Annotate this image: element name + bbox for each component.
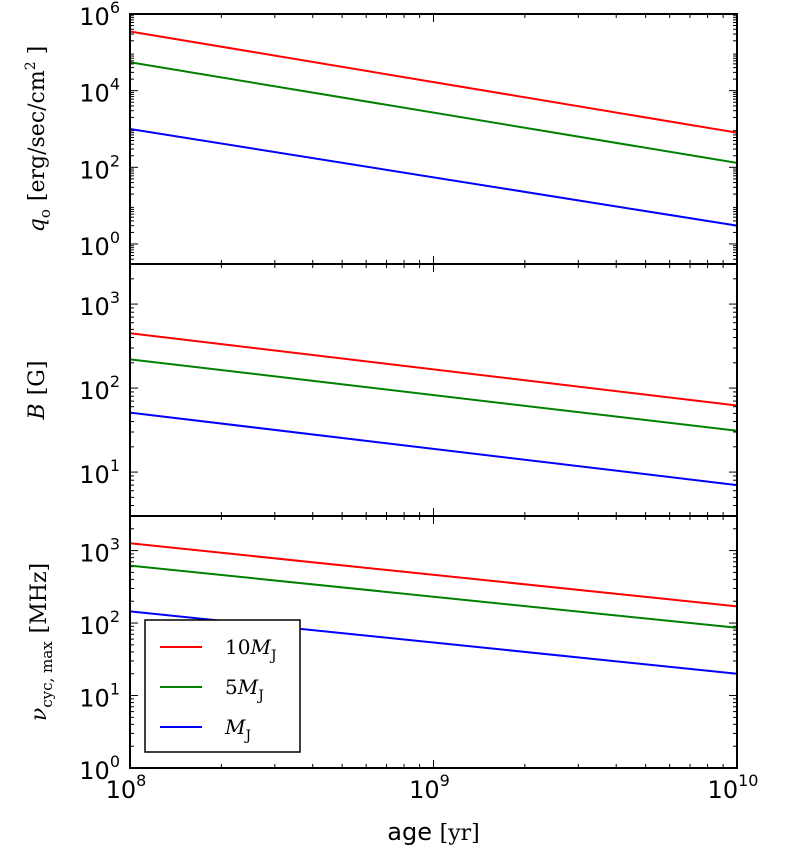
y-tick-label: 106 bbox=[79, 0, 120, 31]
legend-symbol: M bbox=[249, 635, 271, 659]
y-tick-base: 10 bbox=[79, 685, 110, 713]
legend-subscript: J bbox=[256, 688, 264, 704]
panel-frame bbox=[129, 515, 738, 769]
y-axis-label: νcyc, max [MHz] bbox=[27, 563, 56, 721]
y-tick-label: 103 bbox=[79, 535, 120, 568]
legend-subscript: J bbox=[243, 728, 251, 744]
legend-label-5MJ: 5MJ bbox=[225, 675, 264, 704]
y-tick-exponent: 2 bbox=[110, 151, 120, 170]
y-label-symbol: ν bbox=[27, 708, 52, 721]
y-tick-base: 10 bbox=[79, 757, 110, 785]
y-tick-label: 102 bbox=[79, 151, 120, 184]
legend-label-10MJ: 10MJ bbox=[225, 635, 277, 664]
y-tick-label: 100 bbox=[79, 228, 120, 261]
y-axis-label: B [G] bbox=[25, 361, 50, 421]
y-tick-exponent: 2 bbox=[110, 607, 120, 626]
x-tick-exponent: 10 bbox=[738, 771, 758, 790]
y-tick-exponent: 3 bbox=[110, 535, 120, 554]
y-label-unit-exponent: 2 bbox=[23, 61, 39, 70]
y-label-subscript: o bbox=[36, 209, 54, 218]
series-line-qo-10MJ bbox=[130, 30, 737, 134]
y-label-unit: [erg/sec/cm bbox=[25, 70, 50, 201]
y-tick-exponent: 0 bbox=[110, 228, 120, 247]
x-label-main: age bbox=[387, 818, 439, 846]
legend-symbol: M bbox=[237, 675, 259, 699]
panel-frame bbox=[129, 13, 738, 265]
y-tick-exponent: 4 bbox=[110, 75, 120, 94]
y-tick-base: 10 bbox=[79, 293, 110, 321]
x-tick-exponent: 9 bbox=[440, 771, 450, 790]
y-label-unit: [MHz] bbox=[27, 563, 52, 633]
legend-prefix: 5 bbox=[225, 675, 238, 699]
y-tick-exponent: 0 bbox=[110, 752, 120, 771]
y-tick-label: 100 bbox=[79, 752, 120, 785]
y-tick-base: 10 bbox=[79, 156, 110, 184]
panel-frame bbox=[129, 263, 738, 517]
y-label-unit: [G] bbox=[25, 361, 50, 396]
y-tick-label: 101 bbox=[79, 680, 120, 713]
y-tick-label: 104 bbox=[79, 75, 120, 108]
legend-prefix: 10 bbox=[225, 635, 250, 659]
y-tick-label: 101 bbox=[79, 456, 120, 489]
y-tick-label: 103 bbox=[79, 288, 120, 321]
series-line-nu-5MJ bbox=[130, 564, 737, 629]
legend-label-MJ: MJ bbox=[224, 715, 251, 744]
x-tick-base: 10 bbox=[708, 776, 739, 804]
y-tick-exponent: 3 bbox=[110, 288, 120, 307]
y-tick-base: 10 bbox=[79, 612, 110, 640]
x-label-unit: [yr] bbox=[440, 821, 480, 846]
series-line-B-MJ bbox=[130, 411, 737, 487]
x-tick-exponent: 8 bbox=[136, 771, 146, 790]
y-tick-base: 10 bbox=[79, 461, 110, 489]
x-tick-base: 10 bbox=[106, 776, 137, 804]
y-tick-label: 102 bbox=[79, 372, 120, 405]
series-line-nu-10MJ bbox=[130, 542, 737, 608]
y-tick-base: 10 bbox=[79, 377, 110, 405]
series-line-qo-5MJ bbox=[130, 61, 737, 164]
y-tick-label: 102 bbox=[79, 607, 120, 640]
y-tick-base: 10 bbox=[79, 233, 110, 261]
x-tick-label: 109 bbox=[409, 771, 450, 804]
y-tick-exponent: 1 bbox=[110, 456, 120, 475]
series-line-B-5MJ bbox=[130, 358, 737, 432]
x-axis-label: age [yr] bbox=[387, 818, 479, 846]
y-label-subscript: cyc, max bbox=[38, 641, 56, 708]
x-tick-base: 10 bbox=[409, 776, 440, 804]
series-line-qo-MJ bbox=[130, 127, 737, 227]
y-axis-label: qo [erg/sec/cm2 ] bbox=[23, 46, 54, 232]
series-line-B-10MJ bbox=[130, 332, 737, 407]
x-tick-label: 1010 bbox=[708, 771, 759, 804]
y-tick-exponent: 6 bbox=[110, 0, 120, 17]
legend-symbol: M bbox=[224, 715, 246, 739]
x-tick-label: 108 bbox=[106, 771, 147, 804]
legend-subscript: J bbox=[269, 648, 277, 664]
y-label-symbol: B bbox=[25, 403, 50, 420]
y-tick-exponent: 2 bbox=[110, 372, 120, 391]
y-label-unit-end: ] bbox=[25, 46, 50, 62]
y-tick-exponent: 1 bbox=[110, 680, 120, 699]
y-label-symbol: q bbox=[25, 218, 50, 232]
y-tick-base: 10 bbox=[79, 540, 110, 568]
y-tick-base: 10 bbox=[79, 3, 110, 31]
y-tick-base: 10 bbox=[79, 80, 110, 108]
